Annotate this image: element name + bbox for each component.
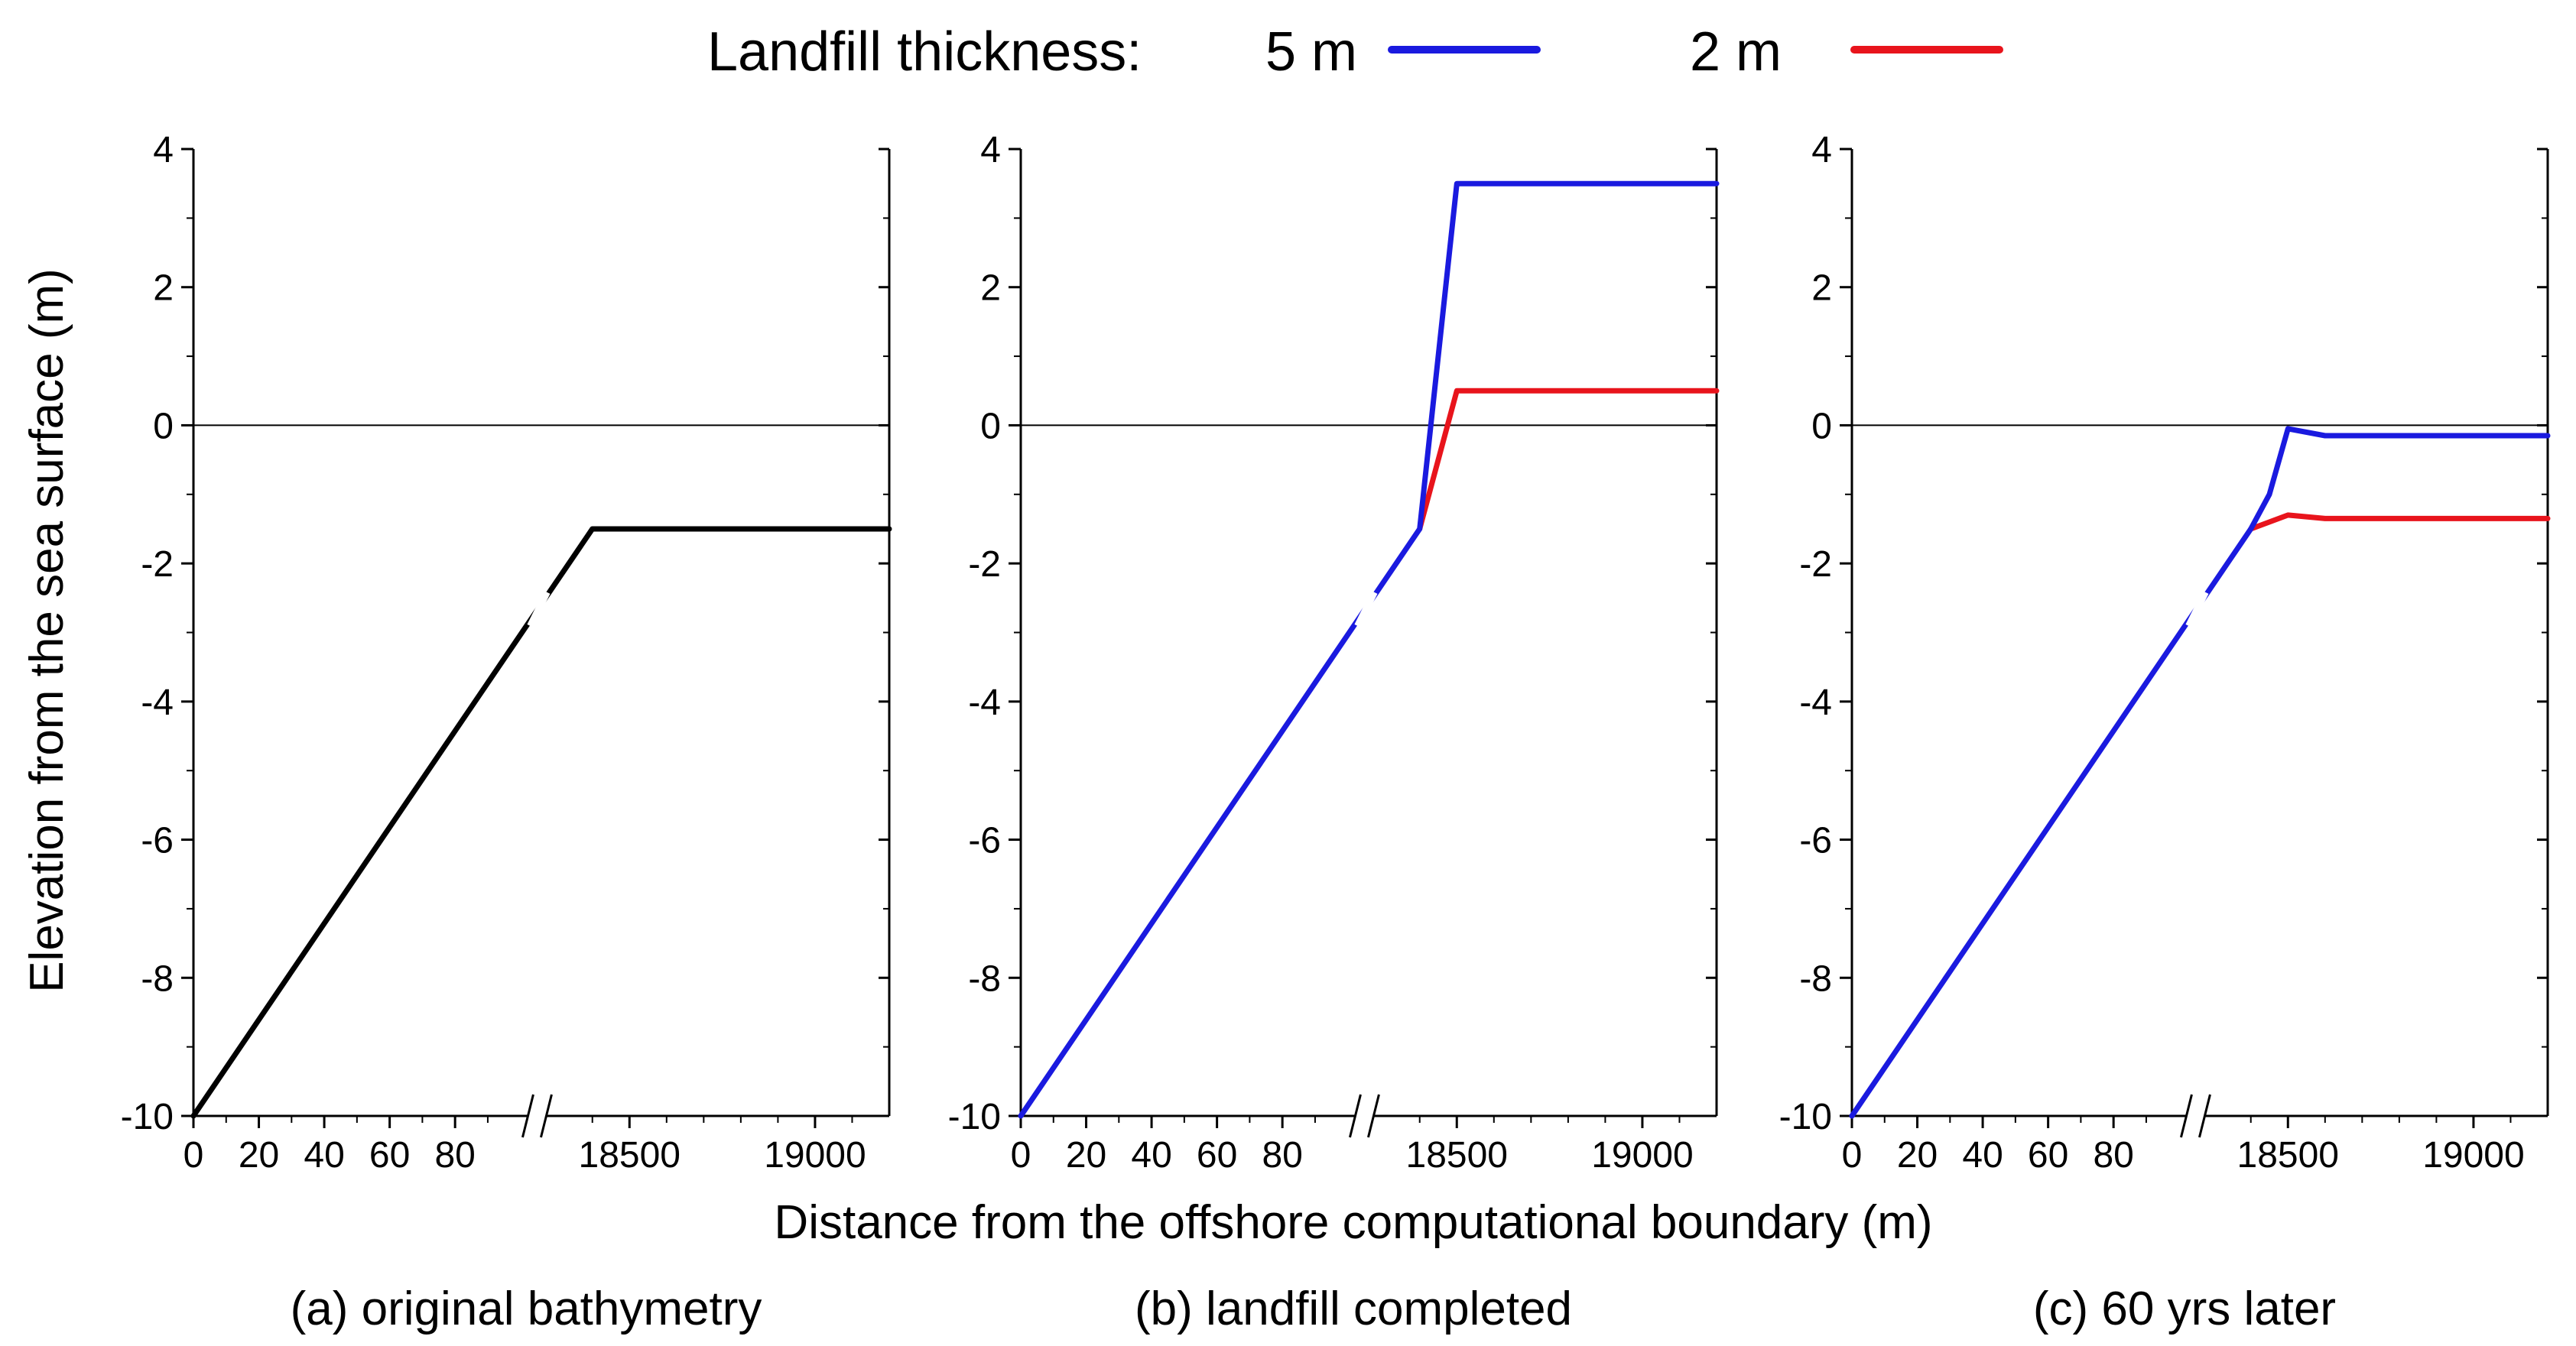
axis-break-mark bbox=[1348, 1094, 1362, 1138]
x-tick-label: 40 bbox=[304, 1135, 344, 1176]
x-tick-label: 18500 bbox=[2237, 1135, 2339, 1176]
axis-break-mark bbox=[521, 1094, 534, 1138]
y-tick-label: 2 bbox=[980, 268, 1001, 309]
axis-break-mark bbox=[1366, 1094, 1380, 1138]
y-tick-label: 2 bbox=[1811, 268, 1832, 309]
y-tick-label: -6 bbox=[1799, 821, 1832, 861]
y-tick-label: -2 bbox=[141, 544, 174, 585]
legend-label-2m: 2 m bbox=[1690, 21, 1782, 83]
y-tick-label: -10 bbox=[121, 1097, 174, 1137]
x-tick-label: 20 bbox=[239, 1135, 279, 1176]
x-tick-label: 60 bbox=[1197, 1135, 1237, 1176]
x-tick-label: 18500 bbox=[1406, 1135, 1508, 1176]
x-tick-label: 40 bbox=[1962, 1135, 2003, 1176]
x-axis-title: Distance from the offshore computational… bbox=[774, 1196, 1932, 1249]
panels: 420-2-4-6-8-100 20 40 60 80 18500 19000(a) ori… bbox=[121, 130, 2551, 1335]
x-tick-label: 0 bbox=[1011, 1135, 1031, 1176]
y-tick-label: -6 bbox=[141, 821, 174, 861]
y-tick-label: -10 bbox=[1779, 1097, 1832, 1137]
x-tick-label: 80 bbox=[434, 1135, 475, 1176]
legend-label-5m: 5 m bbox=[1265, 21, 1357, 83]
x-tick-label: 0 bbox=[184, 1135, 204, 1176]
x-tick-label: 19000 bbox=[2422, 1135, 2524, 1176]
y-tick-label: -8 bbox=[1799, 958, 1832, 999]
x-tick-label: 19000 bbox=[764, 1135, 866, 1176]
x-tick-label: 20 bbox=[1897, 1135, 1938, 1176]
y-tick-label: 4 bbox=[1811, 130, 1832, 170]
axis-break-mark bbox=[539, 1094, 553, 1138]
axis-break-mark bbox=[2198, 1094, 2211, 1138]
x-tick-label: 19000 bbox=[1591, 1135, 1693, 1176]
legend: Landfill thickness: 5 m 2 m bbox=[707, 21, 2003, 83]
y-tick-label: -4 bbox=[968, 683, 1001, 723]
x-tick-label: 80 bbox=[2093, 1135, 2133, 1176]
y-tick-label: 4 bbox=[153, 130, 174, 170]
slope-break-gap bbox=[1354, 590, 1378, 628]
y-tick-label: -10 bbox=[948, 1097, 1001, 1137]
x-tick-label: 20 bbox=[1066, 1135, 1106, 1176]
panel-caption: (a) original bathymetry bbox=[291, 1283, 762, 1335]
series-line-2m bbox=[2248, 512, 2551, 532]
panel-1: 420-2-4-6-8-100 20 40 60 80 18500 19000(a) ori… bbox=[121, 130, 892, 1335]
y-tick-label: 0 bbox=[153, 406, 174, 446]
x-tick-label: 60 bbox=[2028, 1135, 2068, 1176]
legend-title: Landfill thickness: bbox=[707, 21, 1142, 83]
slope-break-gap bbox=[527, 590, 551, 628]
panel-caption: (c) 60 yrs later bbox=[2033, 1283, 2336, 1335]
panel-caption: (b) landfill completed bbox=[1135, 1283, 1572, 1335]
y-tick-label: 0 bbox=[1811, 406, 1832, 446]
y-tick-label: 0 bbox=[980, 406, 1001, 446]
x-tick-label: 40 bbox=[1131, 1135, 1171, 1176]
y-tick-label: -8 bbox=[141, 958, 174, 999]
y-tick-label: 2 bbox=[153, 268, 174, 309]
y-tick-label: -6 bbox=[968, 821, 1001, 861]
y-axis-title: Elevation from the sea surface (m) bbox=[21, 268, 73, 993]
x-tick-label: 0 bbox=[1842, 1135, 1863, 1176]
x-tick-label: 18500 bbox=[579, 1135, 681, 1176]
series-line-5m bbox=[1849, 426, 2551, 1119]
slope-break-gap bbox=[2185, 590, 2209, 628]
axis-break-mark bbox=[2179, 1094, 2193, 1138]
x-tick-label: 80 bbox=[1262, 1135, 1302, 1176]
y-tick-label: -2 bbox=[1799, 544, 1832, 585]
panel-2: 420-2-4-6-8-100 20 40 60 80 18500 19000(b) lan… bbox=[948, 130, 1720, 1335]
y-tick-label: -2 bbox=[968, 544, 1001, 585]
series-line-original bbox=[190, 526, 892, 1119]
y-tick-label: -8 bbox=[968, 958, 1001, 999]
y-tick-label: -4 bbox=[141, 683, 174, 723]
x-tick-label: 60 bbox=[369, 1135, 410, 1176]
panel-3: 420-2-4-6-8-100 20 40 60 80 18500 19000(c) 60 … bbox=[1779, 130, 2551, 1335]
series-line-2m bbox=[1417, 388, 1720, 532]
y-tick-label: 4 bbox=[980, 130, 1001, 170]
y-tick-label: -4 bbox=[1799, 683, 1832, 723]
series-line-5m bbox=[1018, 180, 1720, 1119]
